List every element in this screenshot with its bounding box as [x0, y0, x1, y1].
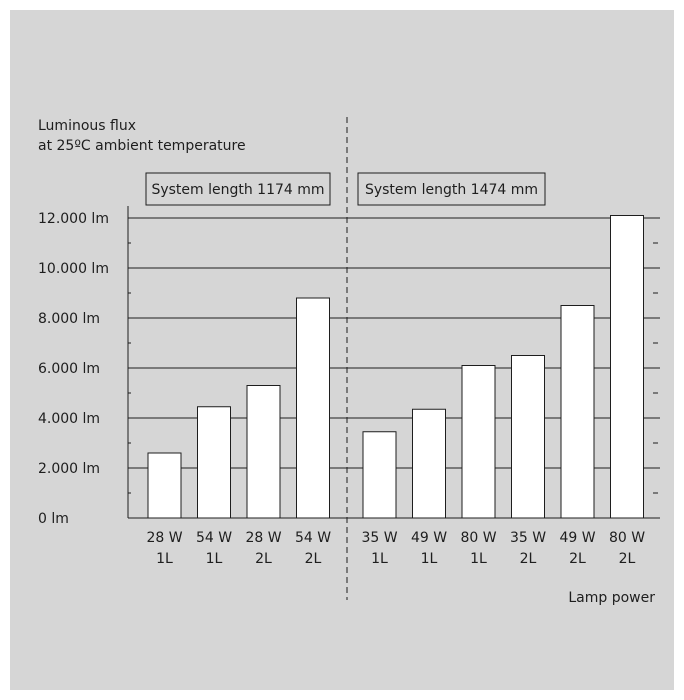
- x-tick-label-power: 49 W: [559, 530, 595, 546]
- y-tick-label: 8.000 lm: [38, 311, 100, 327]
- group-label-box: [145, 172, 331, 206]
- chart-title-line-1: Luminous flux: [38, 118, 136, 134]
- group-label: System length 1474 mm: [365, 182, 538, 198]
- bar: [560, 305, 595, 519]
- bar: [610, 215, 644, 519]
- chart-svg: Luminous flux at 25ºC ambient temperatur…: [38, 117, 660, 606]
- y-tick-label: 6.000 lm: [38, 361, 100, 377]
- y-tick-label: 2.000 lm: [38, 461, 100, 477]
- x-tick-label-power: 80 W: [460, 530, 496, 546]
- bar: [147, 452, 182, 519]
- y-tick-label: 4.000 lm: [38, 411, 100, 427]
- x-tick-label-lamps: 1L: [206, 551, 223, 567]
- x-tick-label-power: 28 W: [146, 530, 182, 546]
- x-tick-label-power: 80 W: [609, 530, 645, 546]
- x-tick-label-lamps: 2L: [619, 551, 636, 567]
- group-label: System length 1174 mm: [151, 182, 324, 198]
- bar: [412, 408, 446, 519]
- bar: [511, 355, 545, 519]
- x-tick-label-lamps: 1L: [470, 551, 487, 567]
- y-tick-label: 0 lm: [38, 511, 69, 527]
- x-tick-label-power: 54 W: [196, 530, 232, 546]
- x-tick-label-lamps: 2L: [305, 551, 322, 567]
- group-label-box: [357, 172, 546, 206]
- x-tick-label-lamps: 2L: [520, 551, 537, 567]
- x-tick-label-power: 28 W: [245, 530, 281, 546]
- x-tick-label-lamps: 2L: [255, 551, 272, 567]
- x-tick-label-lamps: 2L: [569, 551, 586, 567]
- x-tick-label-power: 49 W: [411, 530, 447, 546]
- chart-title-line-2: at 25ºC ambient temperature: [38, 138, 246, 154]
- y-tick-label: 10.000 lm: [38, 261, 109, 277]
- bar: [461, 365, 496, 519]
- x-tick-label-power: 54 W: [295, 530, 331, 546]
- bar: [197, 406, 231, 519]
- x-tick-label-lamps: 1L: [371, 551, 388, 567]
- bar: [296, 297, 330, 519]
- chart-frame: Luminous flux at 25ºC ambient temperatur…: [10, 10, 674, 690]
- x-tick-label-lamps: 1L: [156, 551, 173, 567]
- x-tick-label-power: 35 W: [510, 530, 546, 546]
- bar: [246, 385, 281, 519]
- y-tick-label: 12.000 lm: [38, 211, 109, 227]
- x-tick-label-power: 35 W: [361, 530, 397, 546]
- x-tick-label-lamps: 1L: [421, 551, 438, 567]
- bar: [362, 431, 397, 519]
- x-axis-title: Lamp power: [568, 590, 655, 606]
